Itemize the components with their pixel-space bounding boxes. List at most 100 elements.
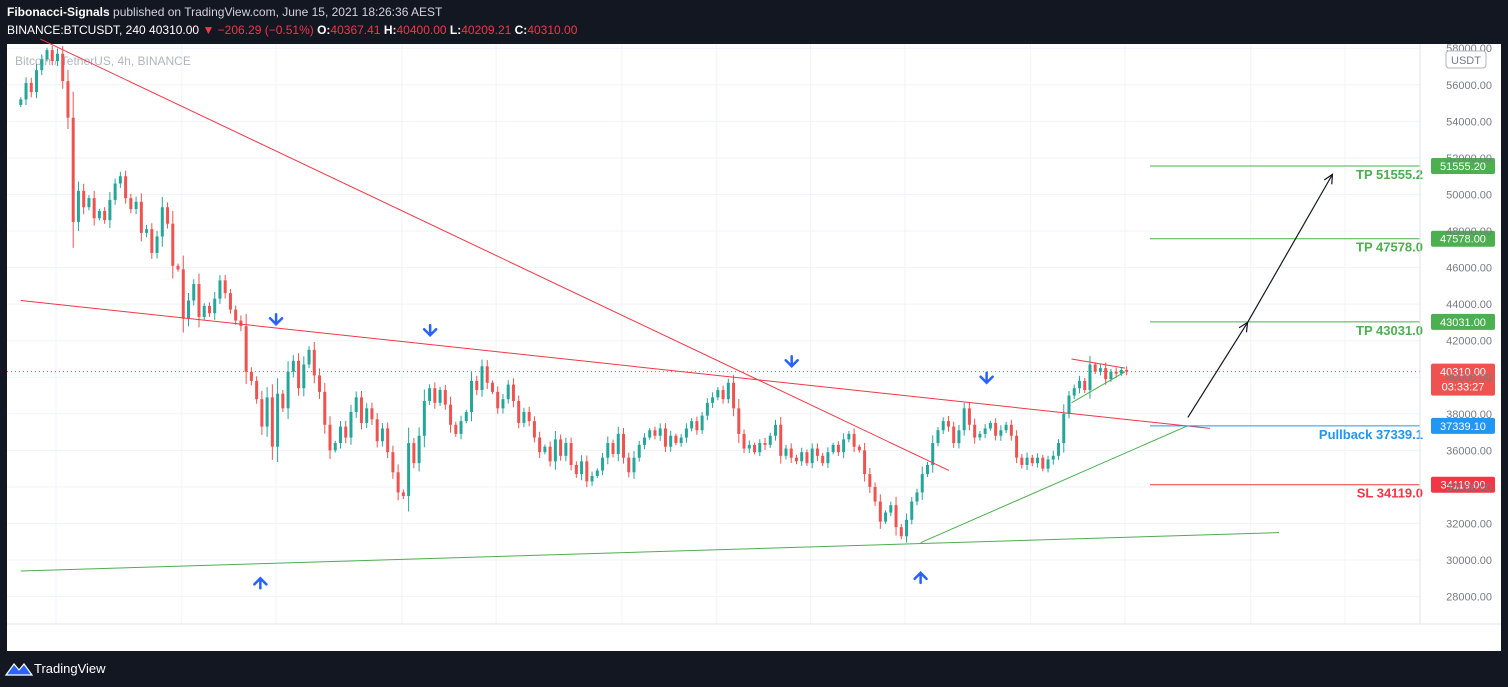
candle-body[interactable] (391, 452, 395, 473)
candle-body[interactable] (522, 411, 526, 423)
candle-body[interactable] (517, 401, 521, 423)
candle-body[interactable] (511, 384, 515, 402)
candle-body[interactable] (1062, 413, 1066, 444)
candle-body[interactable] (894, 505, 898, 528)
candle-body[interactable] (1077, 380, 1081, 389)
candle-body[interactable] (265, 397, 269, 427)
candle-body[interactable] (548, 446, 552, 462)
candle-body[interactable] (449, 404, 453, 425)
candle-body[interactable] (171, 223, 175, 266)
candle-body[interactable] (983, 428, 987, 434)
candle-body[interactable] (946, 421, 950, 427)
candle-body[interactable] (1015, 435, 1019, 458)
candle-body[interactable] (45, 50, 49, 60)
candle-body[interactable] (973, 424, 977, 438)
candle-body[interactable] (328, 424, 332, 451)
candle-body[interactable] (773, 424, 777, 436)
candle-body[interactable] (1119, 369, 1123, 374)
candle-body[interactable] (470, 380, 474, 412)
candle-body[interactable] (443, 390, 447, 405)
candle-body[interactable] (24, 82, 28, 100)
candle-body[interactable] (396, 472, 400, 493)
candle-body[interactable] (1009, 424, 1013, 436)
candle-body[interactable] (76, 190, 80, 222)
candle-body[interactable] (454, 424, 458, 434)
candle-body[interactable] (1004, 424, 1008, 431)
candle-body[interactable] (428, 388, 432, 402)
candle-body[interactable] (915, 492, 919, 502)
candle-body[interactable] (139, 201, 143, 233)
candle-body[interactable] (1051, 455, 1055, 460)
candle-body[interactable] (464, 411, 468, 422)
candle-body[interactable] (218, 280, 222, 299)
candle-body[interactable] (1036, 457, 1040, 464)
trendline[interactable] (20, 532, 1280, 572)
candle-body[interactable] (1098, 368, 1102, 372)
candle-body[interactable] (684, 428, 688, 438)
candle-body[interactable] (1088, 364, 1092, 391)
arrow-up-icon[interactable] (253, 576, 268, 590)
candle-body[interactable] (192, 284, 196, 301)
candle-body[interactable] (962, 408, 966, 431)
candle-body[interactable] (496, 391, 500, 409)
candle-body[interactable] (957, 430, 961, 444)
candle-body[interactable] (622, 433, 626, 458)
candle-body[interactable] (103, 210, 107, 221)
candle-body[interactable] (753, 444, 757, 453)
candle-body[interactable] (359, 397, 363, 423)
candle-body[interactable] (1125, 369, 1129, 372)
candle-body[interactable] (595, 470, 599, 476)
candle-body[interactable] (794, 457, 798, 462)
candle-body[interactable] (150, 229, 154, 253)
candle-body[interactable] (732, 382, 736, 409)
candle-body[interactable] (994, 422, 998, 436)
arrow-up-icon[interactable] (913, 571, 928, 585)
candle-body[interactable] (889, 505, 893, 513)
candle-body[interactable] (160, 207, 164, 237)
candle-body[interactable] (742, 433, 746, 449)
candle-body[interactable] (302, 364, 306, 389)
candle-body[interactable] (333, 443, 337, 451)
candle-body[interactable] (737, 408, 741, 434)
candle-body[interactable] (207, 305, 211, 314)
trendline[interactable] (20, 299, 1210, 429)
trendline[interactable] (920, 425, 1189, 544)
candle-body[interactable] (202, 305, 206, 317)
candle-body[interactable] (255, 380, 259, 400)
candle-body[interactable] (1020, 457, 1024, 465)
candle-body[interactable] (417, 435, 421, 464)
candle-body[interactable] (690, 421, 694, 429)
projection-line[interactable] (1247, 174, 1333, 323)
candle-body[interactable] (244, 326, 248, 372)
candle-body[interactable] (223, 280, 227, 294)
candle-body[interactable] (716, 390, 720, 398)
candle-body[interactable] (884, 512, 888, 522)
trendline[interactable] (1071, 358, 1126, 369)
candle-body[interactable] (197, 284, 201, 317)
candle-body[interactable] (506, 384, 510, 400)
projection-line[interactable] (1187, 322, 1249, 418)
currency-badge[interactable] (1445, 50, 1487, 69)
candle-body[interactable] (375, 419, 379, 442)
candle-body[interactable] (297, 360, 301, 389)
candle-body[interactable] (763, 443, 767, 445)
candle-body[interactable] (365, 408, 369, 423)
candle-body[interactable] (669, 435, 673, 447)
candle-body[interactable] (108, 199, 112, 221)
candle-body[interactable] (532, 421, 536, 438)
candle-body[interactable] (758, 443, 762, 453)
candle-body[interactable] (270, 397, 274, 447)
symbol-label[interactable]: BINANCE:BTCUSDT, 240 (7, 23, 146, 37)
candle-body[interactable] (181, 269, 185, 319)
candle-body[interactable] (276, 393, 280, 447)
candle-body[interactable] (1109, 371, 1113, 380)
candle-body[interactable] (97, 210, 101, 219)
candle-body[interactable] (632, 457, 636, 473)
candle-body[interactable] (1030, 457, 1034, 464)
candle-body[interactable] (627, 457, 631, 473)
candle-body[interactable] (433, 388, 437, 403)
candle-body[interactable] (260, 399, 264, 427)
tradingview-brand[interactable]: TradingView (34, 661, 106, 676)
candle-body[interactable] (459, 421, 463, 434)
candle-body[interactable] (538, 437, 542, 453)
